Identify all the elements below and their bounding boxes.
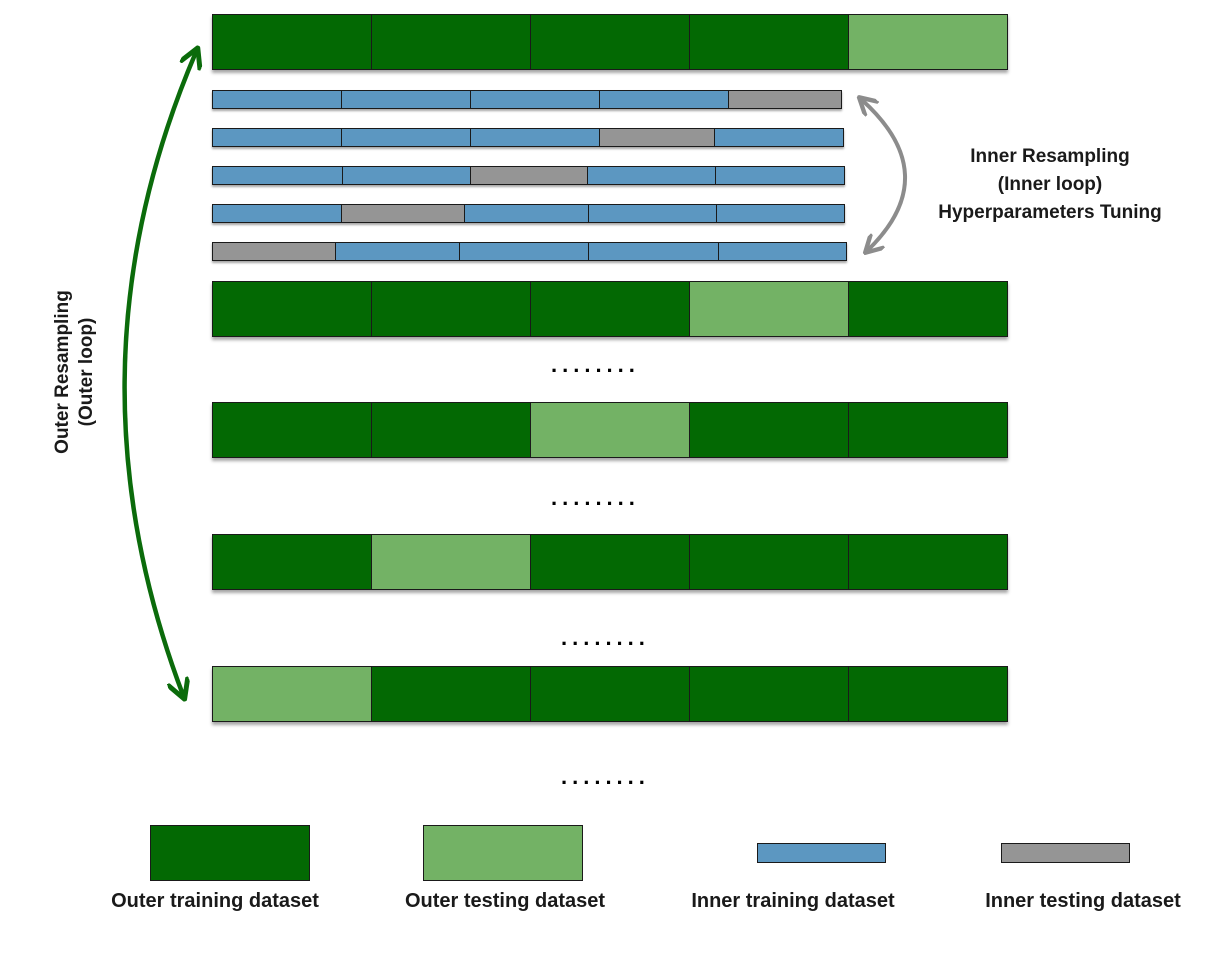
outer-training-block: [530, 281, 690, 337]
inner-label-line: Inner Resampling: [970, 146, 1130, 167]
outer-loop-arrow: [122, 52, 196, 695]
outer-training-block: [848, 402, 1008, 458]
outer-fold-row: [212, 402, 1008, 458]
outer-fold-row: [212, 534, 1008, 590]
outer-fold-row: [212, 281, 1008, 337]
outer-testing-block: [689, 281, 849, 337]
inner-fold-row: [212, 166, 845, 185]
ellipsis: ........: [561, 625, 650, 650]
legend-swatch-inner-testing: [1001, 843, 1130, 863]
outer-testing-block: [212, 666, 372, 722]
outer-fold-row: [212, 666, 1008, 722]
outer-training-block: [212, 14, 372, 70]
outer-fold-row: [212, 14, 1008, 70]
outer-training-block: [530, 534, 690, 590]
inner-label-line: (Inner loop): [997, 174, 1103, 195]
outer-training-block: [530, 14, 690, 70]
inner-fold-row: [212, 204, 845, 223]
outer-training-block: [530, 666, 690, 722]
inner-loop-arrow: [862, 100, 908, 250]
outer-training-block: [848, 666, 1008, 722]
outer-testing-block: [530, 402, 690, 458]
inner-label-line: Hyperparameters Tuning: [938, 202, 1162, 223]
outer-training-block: [848, 534, 1008, 590]
inner-training-block: [716, 204, 845, 223]
inner-fold-row: [212, 128, 844, 147]
legend-label-outer-training: Outer training dataset: [111, 890, 319, 912]
outer-training-block: [689, 666, 849, 722]
outer-training-block: [371, 14, 531, 70]
outer-training-block: [212, 281, 372, 337]
outer-training-block: [689, 14, 849, 70]
legend-swatch-outer-training: [150, 825, 310, 881]
outer-training-block: [371, 666, 531, 722]
inner-resampling-label: Inner Resampling (Inner loop) Hyperparam…: [905, 143, 1195, 227]
inner-training-block: [718, 242, 847, 261]
outer-training-block: [689, 402, 849, 458]
legend-label-inner-testing: Inner testing dataset: [985, 890, 1181, 912]
legend-label-outer-testing: Outer testing dataset: [404, 890, 606, 912]
inner-training-block: [714, 128, 844, 147]
legend-swatch-inner-training: [757, 843, 886, 863]
outer-training-block: [848, 281, 1008, 337]
ellipsis: ........: [561, 764, 650, 789]
outer-training-block: [689, 534, 849, 590]
inner-fold-row: [212, 242, 847, 261]
inner-testing-block: [728, 90, 842, 109]
ellipsis: ........: [551, 352, 640, 377]
legend-swatch-outer-testing: [423, 825, 583, 881]
ellipsis: ........: [551, 485, 640, 510]
outer-testing-block: [371, 534, 531, 590]
outer-training-block: [371, 281, 531, 337]
outer-training-block: [371, 402, 531, 458]
legend-label-inner-training: Inner training dataset: [691, 890, 895, 912]
inner-fold-row: [212, 90, 842, 109]
outer-training-block: [212, 534, 372, 590]
inner-training-block: [715, 166, 845, 185]
outer-label-line: (Outer loop): [76, 317, 97, 427]
outer-testing-block: [848, 14, 1008, 70]
outer-label-line: Outer Resampling: [52, 290, 73, 454]
